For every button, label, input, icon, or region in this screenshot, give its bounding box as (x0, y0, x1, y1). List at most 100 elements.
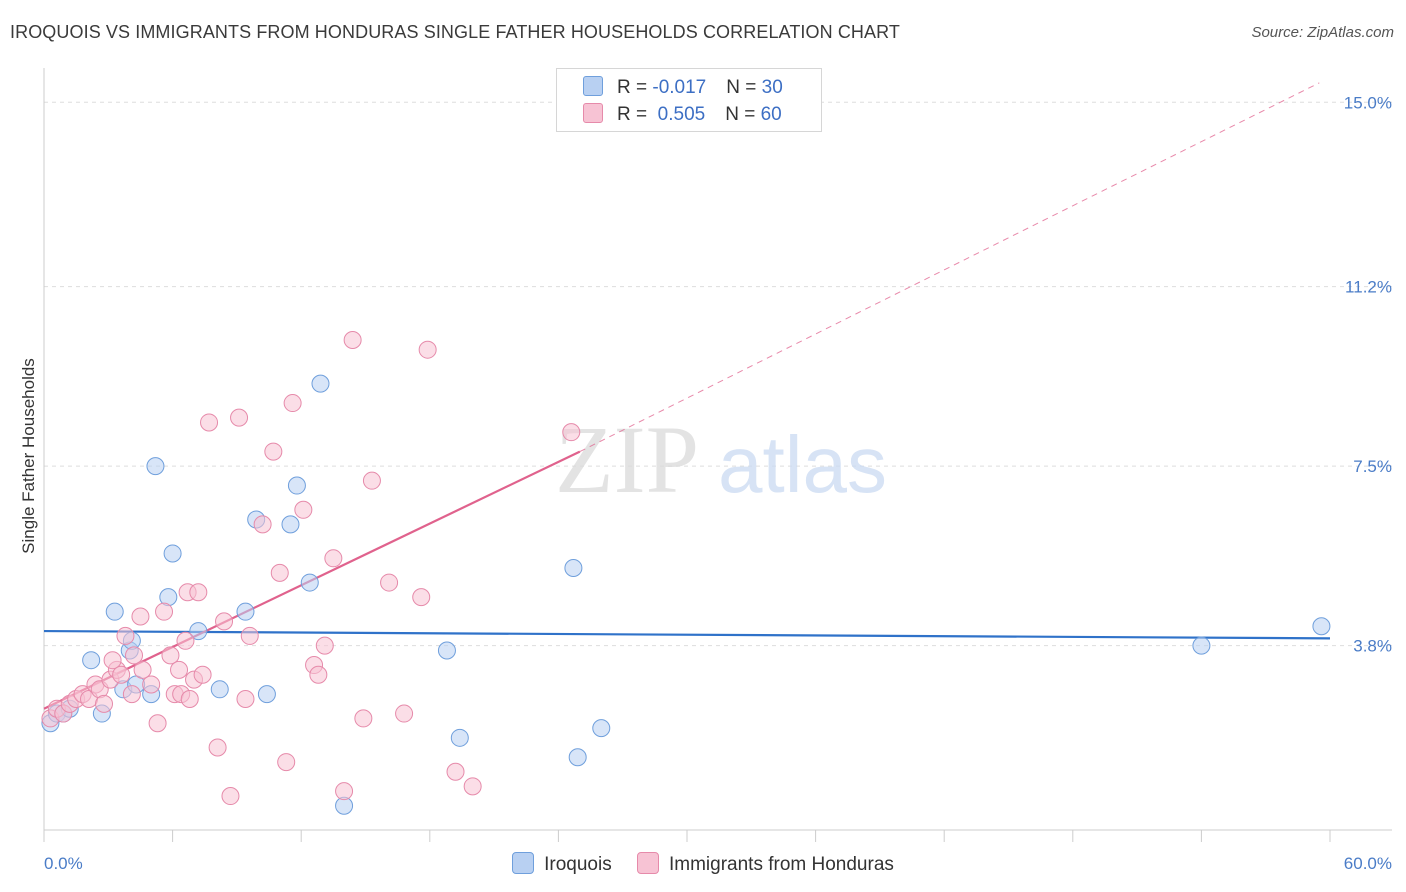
y-tick-label: 11.2% (1345, 278, 1392, 297)
x-tick-label-min: 0.0% (44, 854, 83, 873)
data-point-iroquois (1312, 617, 1331, 636)
legend-row-honduras: R = 0.505 N = 60 (583, 103, 782, 126)
y-tick-labels: 3.8% 7.5% 11.2% 15.0% (1344, 93, 1392, 655)
data-point-iroquois (568, 748, 587, 767)
data-point-honduras (193, 665, 212, 684)
series-legend: Iroquois Immigrants from Honduras (0, 852, 1406, 876)
data-point-honduras (463, 777, 482, 796)
data-point-honduras (380, 573, 399, 592)
data-point-iroquois (281, 515, 300, 534)
y-tick-label: 7.5% (1353, 457, 1392, 476)
trend-line-iroquois (43, 629, 1331, 640)
data-point-iroquois (82, 651, 101, 670)
legend-r-value: -0.017 (652, 77, 707, 98)
y-tick-label: 3.8% (1353, 637, 1392, 656)
data-point-iroquois (564, 559, 583, 578)
data-points (41, 330, 1331, 815)
data-point-iroquois (210, 680, 229, 699)
y-axis-label: Single Father Households (19, 358, 38, 554)
data-point-honduras (103, 651, 122, 670)
data-point-honduras (264, 442, 283, 461)
data-point-honduras (230, 408, 249, 427)
data-point-honduras (362, 471, 381, 490)
data-point-honduras (148, 714, 167, 733)
gridlines (44, 101, 1392, 647)
data-point-honduras (395, 704, 414, 723)
legend-r-value: 0.505 (652, 104, 706, 125)
data-point-honduras (315, 636, 334, 655)
legend-r-label: R = (617, 104, 653, 125)
data-point-honduras (95, 694, 114, 713)
legend-swatch-pink (583, 103, 603, 123)
legend-swatch-iroquois (512, 852, 535, 874)
data-point-iroquois (311, 374, 330, 393)
legend-swatch-blue (583, 76, 603, 96)
data-point-honduras (176, 631, 195, 650)
x-tick-labels: 0.0% 60.0% (44, 854, 1392, 873)
data-point-honduras (131, 607, 150, 626)
data-point-honduras (309, 665, 328, 684)
legend-item-iroquois[interactable]: Iroquois (512, 852, 612, 876)
data-point-iroquois (1192, 636, 1211, 655)
correlation-legend: R = -0.017 N = 30 R = 0.505 N = 60 (556, 68, 822, 132)
data-point-honduras (142, 675, 161, 694)
data-point-iroquois (300, 573, 319, 592)
data-point-honduras (335, 782, 354, 801)
watermark-atlas: atlas (718, 420, 887, 509)
data-point-honduras (170, 660, 189, 679)
data-point-iroquois (146, 457, 165, 476)
x-tick-label-max: 60.0% (1344, 854, 1392, 873)
data-point-honduras (324, 549, 343, 568)
legend-label-honduras: Immigrants from Honduras (668, 854, 894, 875)
data-point-honduras (418, 340, 437, 359)
axes (43, 68, 1392, 842)
data-point-honduras (215, 612, 234, 631)
data-point-honduras (562, 423, 581, 442)
data-point-honduras (343, 330, 362, 349)
legend-n-label: N = (725, 104, 761, 125)
legend-item-honduras[interactable]: Immigrants from Honduras (636, 852, 894, 876)
watermark: ZIP atlas (555, 406, 887, 513)
data-point-iroquois (437, 641, 456, 660)
data-point-honduras (200, 413, 219, 432)
data-point-iroquois (592, 719, 611, 738)
data-point-honduras (112, 665, 131, 684)
data-point-honduras (161, 646, 180, 665)
data-point-iroquois (287, 476, 306, 495)
data-point-iroquois (105, 602, 124, 621)
y-tick-label: 15.0% (1344, 93, 1392, 112)
legend-label-iroquois: Iroquois (544, 854, 612, 875)
legend-n-value: 60 (760, 104, 782, 125)
data-point-honduras (270, 563, 289, 582)
data-point-iroquois (257, 685, 276, 704)
watermark-zip: ZIP (555, 406, 699, 513)
legend-row-iroquois: R = -0.017 N = 30 (583, 76, 783, 99)
legend-n-label: N = (726, 77, 762, 98)
data-point-honduras (125, 646, 144, 665)
data-point-honduras (133, 660, 152, 679)
legend-swatch-honduras (636, 852, 659, 874)
data-point-iroquois (450, 728, 469, 747)
data-point-honduras (240, 626, 259, 645)
trend-line-honduras (579, 82, 1320, 453)
data-point-honduras (116, 626, 135, 645)
data-point-honduras (155, 602, 174, 621)
data-point-honduras (221, 787, 240, 806)
data-point-honduras (180, 690, 199, 709)
data-point-honduras (412, 588, 431, 607)
data-point-iroquois (236, 602, 255, 621)
chart-title: IROQUOIS VS IMMIGRANTS FROM HONDURAS SIN… (10, 22, 900, 42)
legend-n-value: 30 (761, 77, 783, 98)
data-point-honduras (294, 500, 313, 519)
source-note: Source: ZipAtlas.com (1251, 24, 1394, 41)
data-point-honduras (283, 394, 302, 413)
data-point-honduras (236, 690, 255, 709)
data-point-honduras (253, 515, 272, 534)
data-point-iroquois (163, 544, 182, 563)
data-point-iroquois (189, 622, 208, 641)
data-point-honduras (189, 583, 208, 602)
data-point-honduras (354, 709, 373, 728)
data-point-honduras (208, 738, 227, 757)
legend-r-label: R = (617, 77, 653, 98)
